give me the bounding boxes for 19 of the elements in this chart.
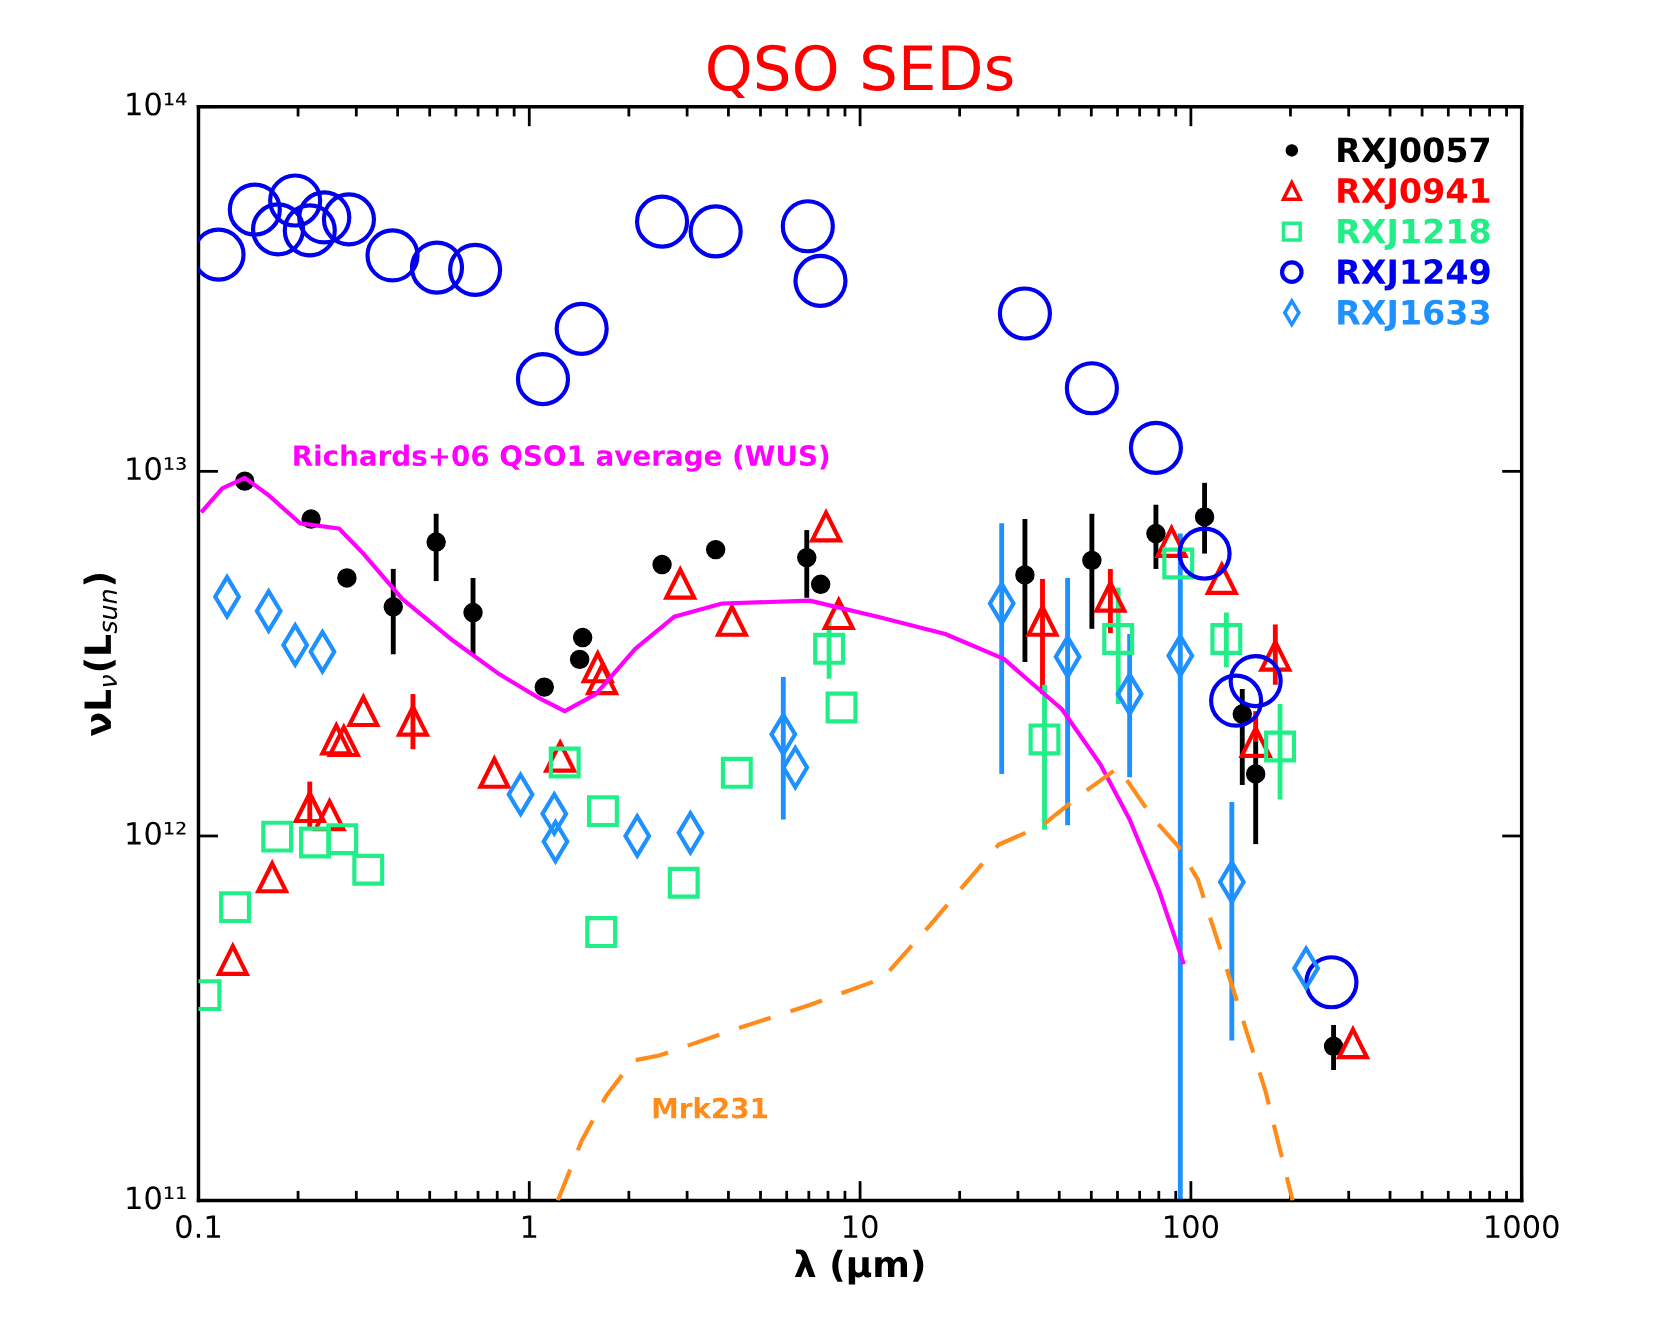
x-tick-label: 10	[844, 1215, 878, 1239]
y-tick-label: 10¹²	[127, 821, 186, 845]
x-tick-label: 1	[522, 1215, 537, 1238]
legend-label: RXJ0941	[1338, 177, 1490, 210]
x-tick-label: 100	[1165, 1215, 1219, 1239]
legend-label: RXJ1218	[1338, 218, 1490, 250]
y-axis-title: νL$_{ν}$(L$_{sun}$)	[83, 574, 118, 736]
x-axis-title: λ (μm)	[794, 1249, 924, 1285]
legend-label: RXJ1633	[1338, 299, 1490, 332]
y-tick-label: 10¹³	[127, 457, 186, 481]
series-label: Mrk231	[653, 1097, 767, 1119]
series-label: Richards+06 QSO1 average (WUS)	[294, 444, 829, 472]
legend-label: RXJ1249	[1338, 259, 1490, 291]
y-tick-label: 10¹¹	[127, 1186, 186, 1210]
chart-title: QSO SEDs	[708, 44, 1013, 98]
y-tick-label: 10¹⁴	[127, 92, 187, 116]
x-tick-label: 1000	[1486, 1215, 1559, 1239]
legend-label: RXJ0057	[1338, 137, 1490, 169]
x-tick-label: 0.1	[176, 1215, 220, 1239]
